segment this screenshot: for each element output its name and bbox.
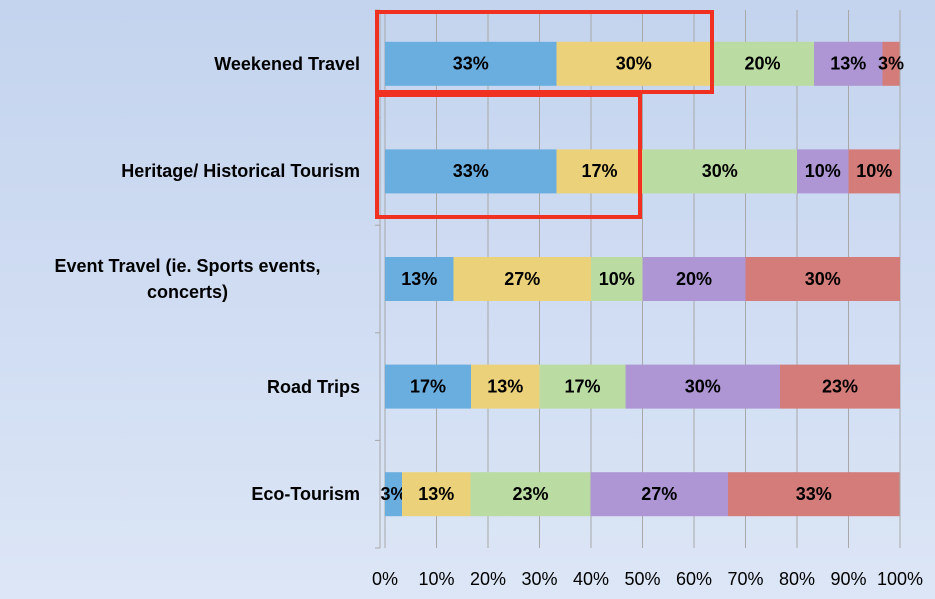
data-label: 17% — [564, 376, 600, 396]
data-label: 30% — [805, 269, 841, 289]
x-tick-label: 20% — [470, 569, 506, 589]
bar-segment — [797, 149, 849, 194]
y-tick-label: Weekened Travel — [214, 53, 360, 74]
data-label: 23% — [512, 484, 548, 504]
data-label: 3% — [380, 484, 406, 504]
bar-segment — [471, 364, 540, 409]
bar-segment — [539, 364, 626, 409]
x-tick-label: 30% — [521, 569, 557, 589]
x-tick-label: 90% — [830, 569, 866, 589]
bar-segment — [625, 364, 781, 409]
data-label: 20% — [676, 269, 712, 289]
data-label: 30% — [685, 376, 721, 396]
data-label: 30% — [702, 161, 738, 181]
x-tick-label: 70% — [727, 569, 763, 589]
bar-segment — [590, 472, 728, 517]
bar-segment — [470, 472, 591, 517]
category-label-box: Weekened Travel — [10, 24, 360, 104]
bar-segment — [401, 472, 471, 517]
data-label: 27% — [504, 269, 540, 289]
data-label: 3% — [878, 54, 904, 74]
x-tick-label: 60% — [676, 569, 712, 589]
x-tick-label: 0% — [372, 569, 398, 589]
category-label-box: Road Trips — [10, 347, 360, 427]
data-label: 33% — [796, 484, 832, 504]
data-label: 30% — [616, 54, 652, 74]
y-tick-label: Heritage/ Historical Tourism — [121, 161, 360, 182]
bar-segment — [780, 364, 900, 409]
bar-segment — [813, 41, 883, 86]
x-tick-label: 50% — [624, 569, 660, 589]
x-tick-label: 80% — [779, 569, 815, 589]
data-label: 13% — [418, 484, 454, 504]
data-label: 33% — [453, 161, 489, 181]
data-label: 17% — [410, 376, 446, 396]
bar-segment — [642, 257, 746, 301]
bar-segment — [385, 257, 454, 301]
bar-segment — [591, 257, 643, 301]
data-label: 33% — [453, 54, 489, 74]
data-label: 10% — [599, 269, 635, 289]
bar-segment — [385, 364, 472, 409]
category-label-box: Heritage/ Historical Tourism — [10, 131, 360, 211]
data-label: 13% — [487, 376, 523, 396]
data-label: 20% — [744, 54, 780, 74]
data-label: 27% — [641, 484, 677, 504]
data-label: 13% — [401, 269, 437, 289]
x-tick-label: 10% — [418, 569, 454, 589]
data-label: 17% — [581, 161, 617, 181]
data-label: 13% — [830, 54, 866, 74]
x-tick-label: 40% — [573, 569, 609, 589]
y-tick-label: Eco-Tourism — [251, 484, 360, 505]
data-label: 23% — [822, 376, 858, 396]
category-label-box: Event Travel (ie. Sports events, concert… — [10, 239, 360, 319]
y-tick-label: Event Travel (ie. Sports events, concert… — [54, 256, 321, 302]
bar-segment — [745, 257, 900, 301]
bar-segment — [642, 149, 797, 194]
bar-segment — [848, 149, 900, 194]
data-label: 10% — [856, 161, 892, 181]
bar-segment — [710, 41, 814, 86]
bar-segment — [882, 41, 900, 86]
data-label: 10% — [805, 161, 841, 181]
category-label-box: Eco-Tourism — [10, 454, 360, 534]
bar-segment — [385, 472, 402, 517]
bar-segment — [453, 257, 591, 301]
y-tick-label: Road Trips — [266, 376, 360, 397]
x-tick-label: 100% — [877, 569, 923, 589]
bar-segment — [727, 472, 900, 517]
